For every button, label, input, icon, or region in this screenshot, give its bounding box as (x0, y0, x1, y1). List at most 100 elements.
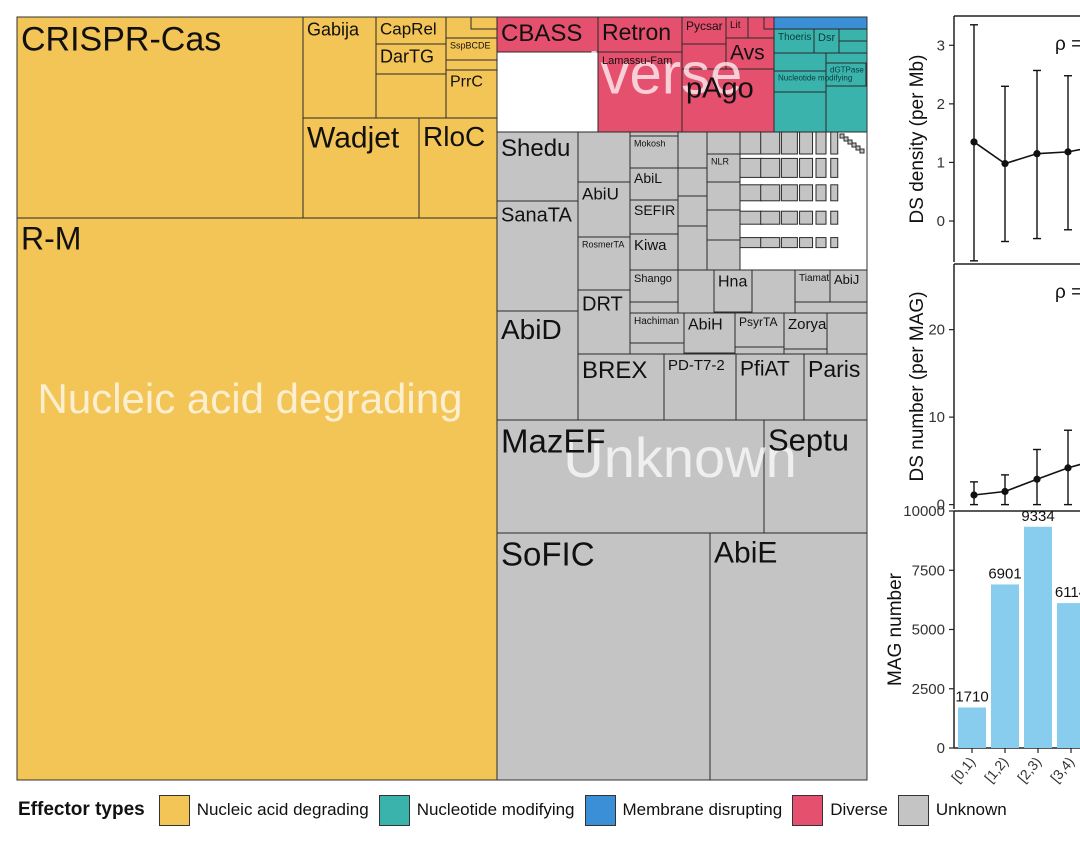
tile-prrc (445, 69, 498, 119)
y-tick-label: 2500 (912, 681, 945, 698)
tile-dsr (813, 28, 840, 54)
tile-mazef (496, 419, 765, 534)
rho-annotation: ρ = (1055, 282, 1080, 303)
tile-wadjet (302, 117, 420, 219)
y-axis-label: DS number (per MAG) (907, 291, 928, 481)
tile-unlabeled (780, 237, 798, 249)
label-abij: AbiJ (834, 272, 859, 287)
label-lit: Lit (730, 20, 741, 31)
legend-item-unknown: Unknown (897, 794, 1007, 826)
tile-pycsar (681, 16, 727, 45)
legend-label: Unknown (935, 800, 1007, 819)
x-tick-label: [0,1) (948, 754, 978, 786)
tile-unlabeled (706, 209, 741, 241)
tile-unlabeled (799, 157, 814, 178)
y-tick-label: 10000 (903, 503, 945, 520)
label-avs: Avs (730, 41, 765, 64)
label-wadjet: Wadjet (307, 122, 400, 155)
data-point (1001, 487, 1009, 496)
bar-3-4 (1057, 603, 1080, 748)
group-label-unknown: Unknown (563, 426, 796, 489)
tile-dgtpase (825, 62, 867, 87)
tile-unlabeled (815, 210, 827, 225)
label-caprel: CapRel (380, 20, 437, 39)
tile-sofic (496, 532, 711, 781)
bar-0-1 (958, 707, 986, 748)
x-tick-label: [2,3) (1014, 754, 1044, 786)
data-point (1001, 160, 1009, 168)
bar-value-label: 6901 (988, 565, 1021, 582)
bar-value-label: 6114 (1055, 584, 1080, 601)
label-r-m: R-M (21, 220, 81, 256)
label-sspbcde: SspBCDE (450, 40, 491, 50)
label-pycsar: Pycsar (686, 19, 723, 33)
label-sefir: SEFIR (634, 202, 675, 218)
legend-swatch (158, 794, 190, 826)
legend-swatch (897, 794, 929, 826)
tile-unlabeled (780, 157, 798, 178)
tile-drt (577, 289, 631, 355)
legend-label: Membrane disrupting (622, 800, 783, 819)
tile-septu (763, 419, 868, 534)
tile-unlabeled (830, 157, 839, 178)
tile-thoeris (773, 28, 815, 54)
label-sanata: SanaTA (501, 204, 572, 226)
mag-number-bar-chart: 0 2500 5000 7500 10000 MAG number 1710 [0,1) 690… (885, 503, 1080, 785)
tile-shango (629, 269, 679, 303)
tile-unlabeled (830, 237, 839, 249)
tile-psyrta (734, 312, 785, 348)
tile-crispr-cas (16, 16, 304, 219)
label-prrc: PrrC (450, 74, 483, 91)
y-axis-label: DS density (per Mb) (907, 55, 928, 224)
y-tick-label: 0 (937, 740, 945, 757)
label-nucleotide-modifying: Nucleotide modifying (778, 73, 852, 82)
tile-tiamat (794, 269, 831, 303)
series-line (973, 141, 1080, 165)
label-abid: AbiD (501, 314, 562, 345)
label-shango: Shango (634, 273, 672, 285)
legend-swatch (792, 794, 824, 826)
tile-unlabeled (677, 195, 708, 227)
y-tick-label: 0 (937, 213, 945, 230)
label-zorya: Zorya (788, 316, 827, 333)
ds-density-plot: 0 1 2 3 DS density (per Mb) ρ = (907, 15, 1080, 262)
label-dsr: Dsr (818, 32, 835, 44)
legend-item-membrane-disrupting: Membrane disrupting (584, 794, 783, 826)
rho-annotation: ρ = (1055, 34, 1080, 55)
tile-unlabeled (706, 239, 741, 271)
label-abiu: AbiU (582, 185, 619, 204)
label-brex: BREX (582, 357, 647, 384)
label-mazef: MazEF (501, 422, 606, 459)
label-pd-t7-2: PD-T7-2 (668, 357, 725, 374)
y-tick-label: 2 (937, 96, 945, 113)
label-gabija: Gabija (307, 20, 360, 40)
label-drt: DRT (582, 293, 623, 315)
tile-paris (803, 353, 868, 421)
label-hna: Hna (718, 274, 747, 291)
tile-unlabeled (815, 131, 827, 155)
tile-unlabeled (815, 237, 827, 249)
bar-value-label: 9334 (1021, 508, 1054, 525)
effector-legend: Effector types Nucleic acid degrading Nu… (18, 793, 1017, 827)
label-hachiman: Hachiman (634, 316, 679, 327)
y-axis-label: MAG number (885, 572, 906, 686)
treemap-labels: Nucleic acid degrading Diverse Unknown CRIS… (21, 19, 864, 572)
label-thoeris: Thoeris (778, 32, 811, 43)
tile-hna (713, 269, 753, 313)
tile-unlabeled (760, 237, 781, 249)
data-point (1033, 150, 1041, 158)
tile-unlabeled (677, 131, 708, 169)
y-tick-label: 10 (928, 409, 945, 426)
label-abie: AbiE (714, 537, 777, 570)
tile-unlabeled (760, 184, 781, 202)
tile-mokosh (629, 135, 679, 169)
y-tick-label: 1 (937, 154, 945, 171)
tile-unlabeled (830, 210, 839, 225)
tile-unlabeled (780, 131, 798, 155)
data-point (1064, 464, 1072, 472)
data-point (970, 491, 978, 499)
tile-pago (681, 68, 775, 133)
tile-hachiman (629, 312, 685, 344)
data-point (1064, 148, 1072, 156)
